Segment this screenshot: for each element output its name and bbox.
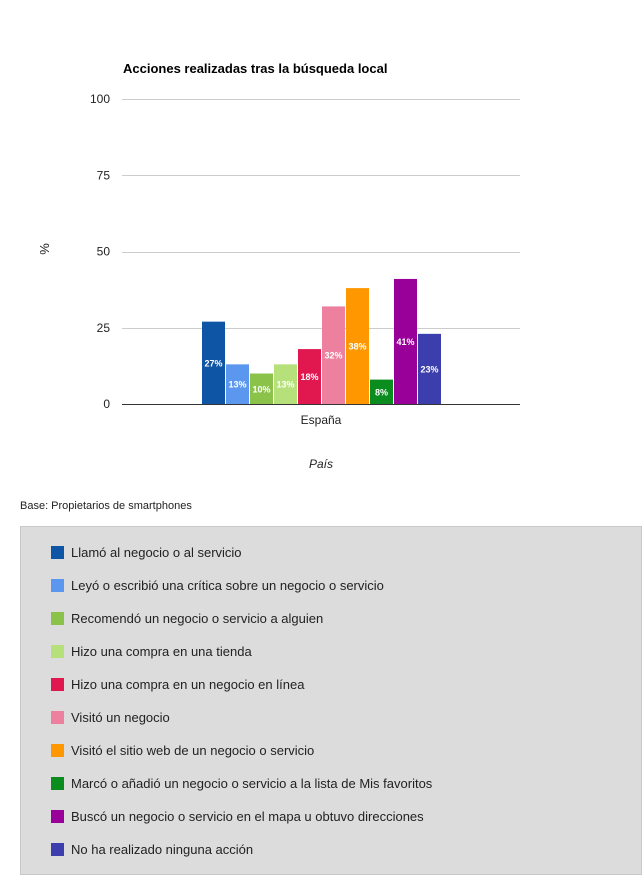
bar-data-label: 13% — [228, 380, 246, 390]
y-tick-label: 0 — [103, 397, 110, 411]
bar — [346, 288, 369, 404]
legend-label: No ha realizado ninguna acción — [71, 841, 254, 857]
legend-swatch — [51, 611, 64, 625]
bar-data-label: 8% — [375, 387, 388, 397]
bar — [322, 306, 345, 404]
legend-item: Llamó al negocio o al servicio — [51, 544, 242, 560]
bar — [226, 364, 249, 404]
gridlines — [122, 99, 520, 329]
legend-swatch — [51, 545, 64, 559]
legend-label: Recomendó un negocio o servicio a alguie… — [71, 610, 324, 626]
legend-label: Buscó un negocio o servicio en el mapa u… — [71, 808, 424, 824]
legend-item: Leyó o escribió una crítica sobre un neg… — [51, 577, 384, 593]
bar-data-label: 41% — [396, 337, 414, 347]
legend-label: Leyó o escribió una crítica sobre un neg… — [71, 577, 384, 593]
bar — [370, 379, 393, 404]
bar — [298, 349, 321, 404]
x-category-label: España — [301, 413, 342, 427]
legend-label: Visitó un negocio — [71, 709, 170, 725]
legend-item: No ha realizado ninguna acción — [51, 841, 253, 857]
bar-chart: 0 25 50 75 100 27% 13% 10% 13% 18% 32% 38% 8% 41% 23%… — [37, 92, 520, 471]
legend-swatch — [51, 710, 64, 724]
y-axis-ticks: 0 25 50 75 100 — [90, 92, 110, 411]
legend-item: Hizo una compra en una tienda — [51, 643, 252, 659]
chart-legend: Llamó al negocio o al servicio Leyó o esc… — [20, 526, 642, 875]
legend-swatch — [51, 578, 64, 592]
legend-item: Buscó un negocio o servicio en el mapa u… — [51, 808, 424, 824]
chart-title: Acciones realizadas tras la búsqueda loc… — [123, 61, 388, 76]
bar — [250, 373, 273, 404]
y-tick-label: 50 — [97, 245, 111, 259]
bar — [394, 278, 417, 404]
bar-data-label: 38% — [348, 342, 366, 352]
y-tick-label: 100 — [90, 92, 110, 106]
legend-swatch — [51, 842, 64, 856]
bar — [418, 333, 441, 404]
bar-data-label: 32% — [324, 351, 342, 361]
y-axis-title: % — [37, 243, 52, 255]
legend-item: Recomendó un negocio o servicio a alguie… — [51, 610, 323, 626]
legend-label: Visitó el sitio web de un negocio o serv… — [71, 742, 315, 758]
legend-label: Hizo una compra en una tienda — [71, 643, 252, 659]
legend-item: Visitó el sitio web de un negocio o serv… — [51, 742, 314, 758]
y-tick-label: 25 — [97, 321, 111, 335]
legend-swatch — [51, 677, 64, 691]
legend-item: Hizo una compra en un negocio en línea — [51, 676, 304, 692]
bar-data-label: 27% — [204, 358, 222, 368]
legend-swatch — [51, 776, 64, 790]
legend-label: Llamó al negocio o al servicio — [71, 544, 242, 560]
legend-swatch — [51, 743, 64, 757]
legend-label: Hizo una compra en un negocio en línea — [71, 676, 305, 692]
legend-item: Marcó o añadió un negocio o servicio a l… — [51, 775, 432, 791]
bar-data-labels: 27% 13% 10% 13% 18% 32% 38% 8% 41% 23% — [204, 337, 438, 397]
bars — [202, 278, 441, 404]
base-note: Base: Propietarios de smartphones — [20, 500, 192, 512]
bar — [202, 321, 225, 404]
bar-data-label: 13% — [276, 380, 294, 390]
bar-data-label: 10% — [252, 384, 270, 394]
y-tick-label: 75 — [97, 168, 111, 182]
x-axis-title: País — [309, 457, 333, 471]
bar — [274, 364, 297, 404]
legend-swatch — [51, 809, 64, 823]
bar-data-label: 18% — [300, 372, 318, 382]
legend-swatch — [51, 644, 64, 658]
legend-item: Visitó un negocio — [51, 709, 170, 725]
legend-label: Marcó o añadió un negocio o servicio a l… — [71, 775, 433, 791]
bar-data-label: 23% — [420, 364, 438, 374]
